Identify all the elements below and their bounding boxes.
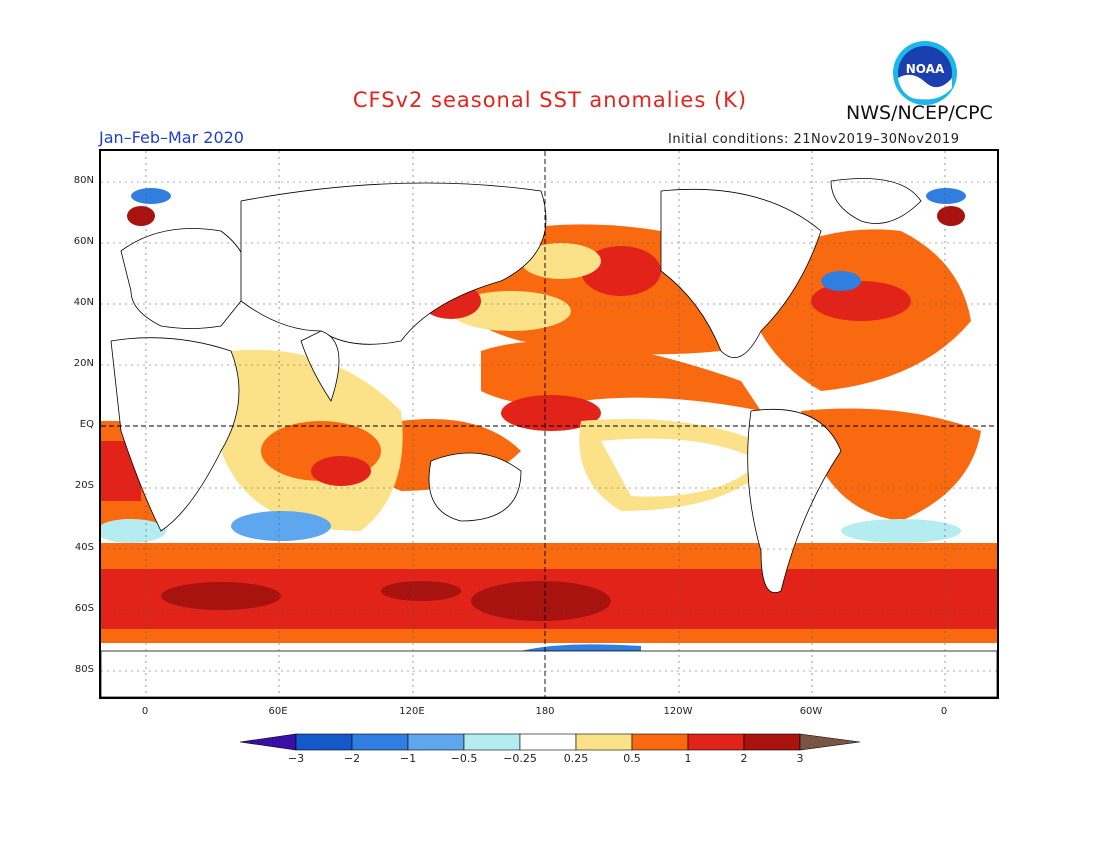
- colorbar-bin-6: [575, 733, 633, 751]
- colorbar-bin-4: [463, 733, 521, 751]
- sst-map: [99, 149, 999, 699]
- lat-label-80n: 80N: [73, 175, 94, 186]
- lat-label-80s: 80S: [74, 664, 94, 675]
- logo-text: NOAA: [906, 62, 945, 76]
- lat-label-20s: 20S: [74, 480, 94, 491]
- initial-conditions: Initial conditions: 21Nov2019–30Nov2019: [668, 132, 960, 147]
- colorbar-tick-neg1: −1: [399, 752, 417, 765]
- colorbar-tick-2: 2: [740, 752, 748, 765]
- lat-label-20n: 20N: [73, 358, 94, 369]
- lat-label-60n: 60N: [73, 236, 94, 247]
- lon-label-180: 180: [535, 706, 555, 717]
- lat-label-eq: EQ: [79, 419, 94, 430]
- agency-label: NWS/NCEP/CPC: [846, 102, 993, 124]
- lon-label-120e: 120E: [399, 706, 425, 717]
- colorbar-bin-1: [295, 733, 353, 751]
- lon-label-60e: 60E: [268, 706, 288, 717]
- lat-label-40s: 40S: [74, 542, 94, 553]
- graticule: [101, 151, 997, 697]
- sst-anomaly-field: [101, 151, 997, 697]
- lon-label-60w: 60W: [799, 706, 823, 717]
- colorbar-bin-9: [743, 733, 801, 751]
- forecast-period: Jan–Feb–Mar 2020: [99, 128, 244, 147]
- colorbar-tick-neg05: −0.5: [450, 752, 478, 765]
- lat-label-60s: 60S: [74, 603, 94, 614]
- lon-label-0-left: 0: [141, 706, 149, 717]
- colorbar-tick-3: 3: [796, 752, 804, 765]
- colorbar-max-arrow: [799, 733, 861, 751]
- colorbar-min-arrow: [240, 733, 297, 751]
- colorbar-bin-8: [687, 733, 745, 751]
- colorbar-tick-05: 0.5: [623, 752, 641, 765]
- colorbar-bin-7: [631, 733, 689, 751]
- colorbar-tick-1: 1: [684, 752, 692, 765]
- colorbar-bin-5: [519, 733, 577, 751]
- colorbar-bin-3: [407, 733, 465, 751]
- lon-label-0-right: 0: [940, 706, 948, 717]
- lat-label-40n: 40N: [73, 297, 94, 308]
- colorbar-tick-neg3: −3: [287, 752, 305, 765]
- colorbar-tick-025: 0.25: [563, 752, 589, 765]
- colorbar-bin-2: [351, 733, 409, 751]
- lon-label-120w: 120W: [663, 706, 693, 717]
- chart-title: CFSv2 seasonal SST anomalies (K): [352, 88, 748, 112]
- colorbar: [240, 733, 861, 751]
- colorbar-tick-neg2: −2: [343, 752, 361, 765]
- equator-dateline: [101, 151, 997, 697]
- noaa-logo: NOAA: [893, 41, 957, 105]
- colorbar-tick-neg025: −0.25: [503, 752, 537, 765]
